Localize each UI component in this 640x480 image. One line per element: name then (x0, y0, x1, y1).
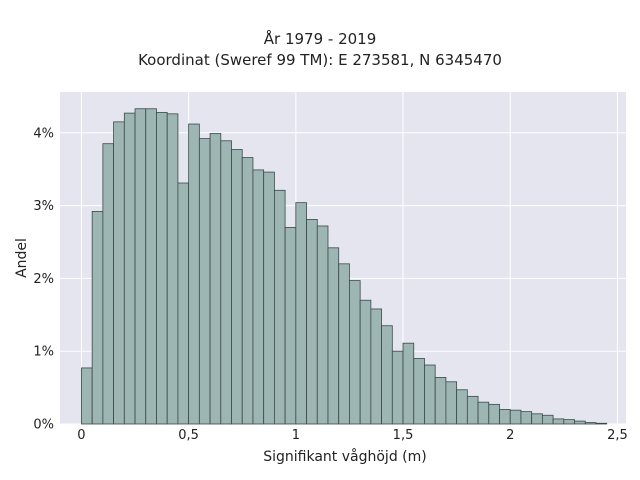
x-tick-label: 0 (77, 428, 85, 443)
histogram-bar (316, 225, 329, 425)
histogram-bar (91, 211, 104, 425)
histogram-bar (123, 112, 136, 425)
chart-title-line-2: Koordinat (Sweref 99 TM): E 273581, N 63… (138, 51, 502, 69)
x-tick-label: 1,5 (393, 428, 414, 443)
histogram-bar (284, 227, 297, 425)
histogram-bar (252, 169, 265, 425)
histogram-bar (531, 413, 543, 425)
y-tick-label: 3% (33, 199, 54, 214)
histogram-bar (499, 409, 511, 425)
histogram-bar (327, 247, 340, 425)
histogram-bar (102, 143, 114, 425)
histogram-bar (466, 395, 479, 425)
histogram-bar (263, 171, 275, 425)
histogram-bar (381, 325, 393, 425)
histogram-bar (198, 138, 211, 425)
x-tick-label: 1 (292, 428, 300, 443)
histogram-bar (445, 381, 458, 425)
histogram-bar (391, 350, 404, 425)
histogram-bar (177, 182, 190, 425)
histogram-bar (220, 140, 232, 425)
histogram-bar (402, 342, 415, 425)
histogram-bar (338, 263, 350, 425)
histogram-bar (370, 308, 382, 425)
histogram-bar (509, 409, 522, 425)
histogram-bar (156, 111, 168, 425)
histogram-bar (241, 157, 254, 425)
histogram-bar (81, 367, 93, 425)
x-axis-label: Signifikant våghöjd (m) (263, 448, 426, 465)
histogram-bar (520, 411, 533, 425)
histogram-bar (563, 419, 575, 425)
histogram-bar (166, 113, 179, 425)
histogram-bar (113, 121, 125, 425)
x-tick-label: 2 (506, 428, 514, 443)
histogram-bar (424, 364, 436, 425)
y-tick-label: 2% (33, 272, 54, 287)
histogram-bar (434, 377, 447, 425)
histogram-bar (145, 108, 157, 425)
y-axis-label: Andel (14, 238, 30, 278)
histogram-bar (134, 108, 147, 425)
x-tick-label: 0,5 (178, 428, 199, 443)
histogram-bar (488, 403, 500, 425)
histogram-bar (209, 133, 222, 425)
histogram-bar (359, 299, 372, 425)
histogram-bar (477, 401, 490, 425)
histogram-bar (295, 202, 307, 425)
histogram-bar (306, 219, 318, 425)
chart-title-line-1: År 1979 - 2019 (263, 30, 377, 48)
x-tick-label: 2,5 (607, 428, 628, 443)
histogram-bar (188, 123, 200, 425)
histogram-bar (273, 189, 286, 425)
histogram-bar (413, 358, 425, 425)
histogram-bar (595, 422, 608, 425)
x-axis-ticks: 0 0,5 1 1,5 2 2,5 (77, 428, 627, 443)
y-tick-label: 1% (33, 345, 54, 360)
histogram-bar (574, 420, 586, 425)
histogram-bars (81, 108, 608, 425)
histogram-bar (456, 389, 468, 425)
histogram-bar (541, 414, 554, 425)
histogram-bar (231, 149, 243, 425)
histogram-bar (552, 418, 565, 425)
histogram-bar (584, 422, 597, 425)
y-tick-label: 0% (33, 418, 54, 433)
y-axis-ticks: 0% 1% 2% 3% 4% (33, 126, 54, 432)
y-tick-label: 4% (33, 126, 54, 141)
histogram-bar (349, 280, 361, 425)
